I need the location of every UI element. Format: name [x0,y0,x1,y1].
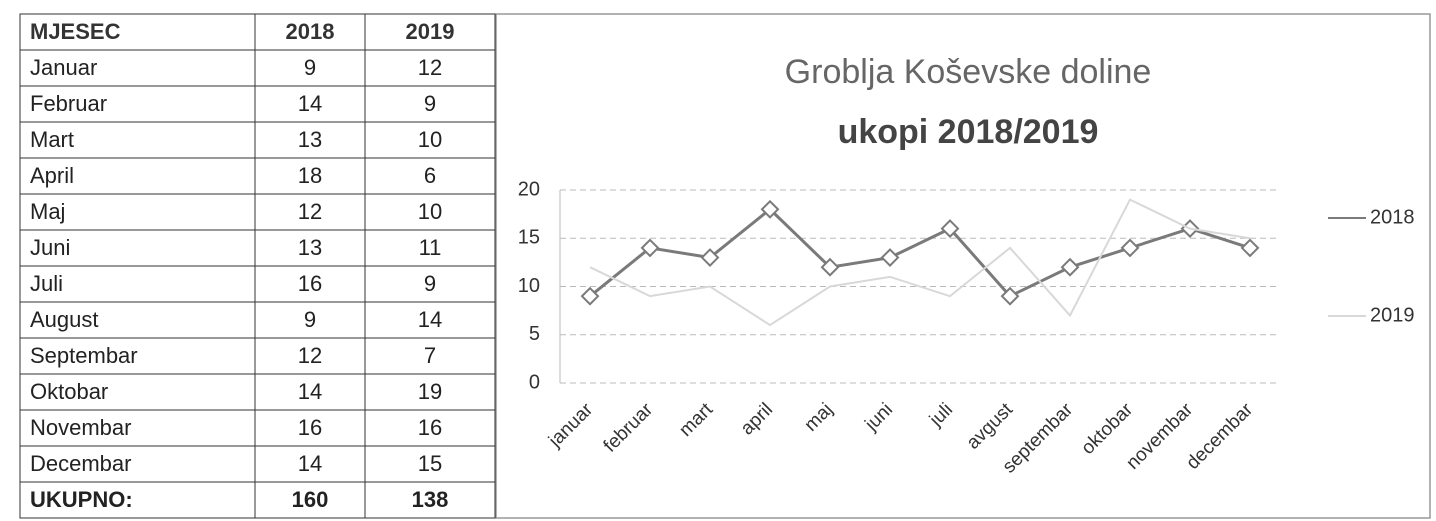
data-marker [820,257,840,277]
x-tick-label: decembar [1182,399,1257,474]
table-cell-text: UKUPNO: [30,487,133,512]
table-cell-text: 12 [298,343,322,368]
table-cell-text: 18 [298,163,322,188]
table-cell-text: Januar [30,55,97,80]
table-header: 2018 [286,19,335,44]
data-marker [1000,286,1020,306]
y-tick-label: 5 [529,323,540,345]
table-cell-text: 10 [418,127,442,152]
x-tick-label: avgust [963,399,1018,454]
chart-subtitle: ukopi 2018/2019 [838,113,1099,151]
table-cell-text: April [30,163,74,188]
data-marker [1120,238,1140,258]
table-cell-text: Mart [30,127,74,152]
table-cell-text: 14 [298,451,322,476]
table-cell-text: Maj [30,199,65,224]
table-cell-text: Juli [30,271,63,296]
table-cell-text: 19 [418,379,442,404]
table-cell-text: 16 [418,415,442,440]
table-cell-text: 16 [298,415,322,440]
table-cell-text: 9 [424,271,436,296]
table-cell-text: 13 [298,235,322,260]
table-cell-text: 14 [298,91,322,116]
table-cell-text: Juni [30,235,70,260]
x-tick-label: februar [600,399,658,457]
chart-frame [495,13,1431,519]
data-marker [640,238,660,258]
table-cell-text: 14 [418,307,442,332]
table-cell-text: Novembar [30,415,131,440]
y-tick-label: 15 [518,227,540,249]
y-tick-label: 20 [518,178,540,200]
data-marker [700,248,720,267]
table-header: 2019 [406,19,455,44]
data-marker [880,248,900,267]
y-tick-label: 10 [518,275,540,297]
table-cell-text: 10 [418,199,442,224]
table-cell-text: Decembar [30,451,131,476]
x-tick-label: juli [925,399,957,431]
series-line [589,198,1251,327]
x-tick-label: oktobar [1077,399,1137,459]
table-cell-text: Oktobar [30,379,108,404]
table-cell-text: 16 [298,271,322,296]
table-cell-text: 9 [304,55,316,80]
data-marker [1240,238,1260,258]
table-cell-text: 9 [424,91,436,116]
x-tick-label: mart [675,399,717,441]
y-tick-label: 0 [529,371,540,393]
x-tick-label: maj [801,399,838,436]
data-marker [760,199,780,219]
data-marker [580,286,600,306]
table-cell-text: 160 [292,487,329,512]
table-cell-text: Februar [30,91,107,116]
table-cell-text: August [30,307,99,332]
data-marker [1060,257,1080,277]
table-cell-text: Septembar [30,343,138,368]
table-cell-text: 9 [304,307,316,332]
table-cell-text: 13 [298,127,322,152]
x-tick-label: april [737,399,777,439]
legend-label: 2018 [1370,206,1415,228]
chart-title: Groblja Koševske doline [785,53,1152,91]
table-cell-text: 7 [424,343,436,368]
data-marker [940,219,960,239]
table-header: MJESEC [30,19,121,44]
x-tick-label: juni [861,399,897,435]
table-cell-text: 12 [298,199,322,224]
table-cell-text: 138 [412,487,449,512]
x-tick-label: januar [544,399,597,452]
table-cell-text: 14 [298,379,322,404]
series-line [589,207,1251,298]
table-cell-text: 15 [418,451,442,476]
table-cell-text: 12 [418,55,442,80]
table-cell-text: 6 [424,163,436,188]
legend-label: 2019 [1370,304,1415,326]
table-cell [364,481,496,519]
table-cell-text: 11 [419,235,442,260]
